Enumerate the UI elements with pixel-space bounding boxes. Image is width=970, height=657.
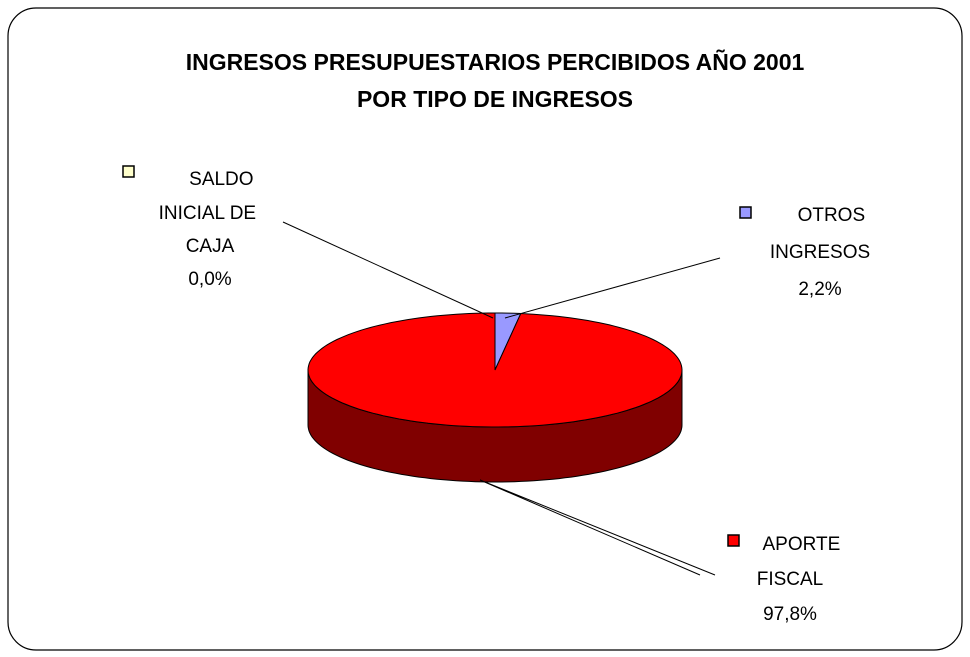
leader-line bbox=[504, 257, 721, 319]
chart-title: INGRESOS PRESUPUESTARIOS PERCIBIDOS AÑO … bbox=[186, 48, 805, 75]
value-label: 2,2% bbox=[798, 279, 841, 300]
category-label: APORTE FISCAL bbox=[757, 534, 846, 590]
value-label: 97,8% bbox=[763, 604, 817, 625]
legend-key bbox=[122, 165, 135, 178]
leader-line bbox=[479, 479, 716, 576]
chart-title: POR TIPO DE INGRESOS bbox=[357, 86, 633, 112]
category-label: SALDO INICIAL DE CAJA bbox=[159, 169, 262, 257]
legend-key bbox=[739, 206, 752, 219]
leader-line bbox=[282, 221, 494, 319]
value-label: 0,0% bbox=[188, 269, 231, 290]
legend-key bbox=[727, 534, 740, 547]
slice bbox=[307, 312, 683, 428]
category-label: OTROS INGRESOS bbox=[770, 205, 871, 263]
